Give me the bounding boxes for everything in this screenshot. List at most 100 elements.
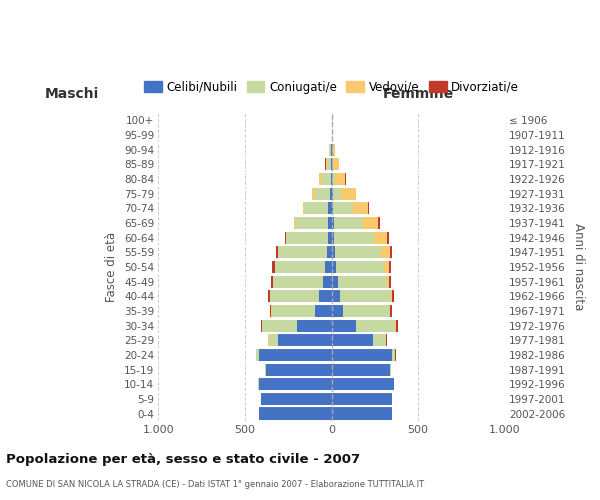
Bar xyxy=(329,144,332,156)
Bar xyxy=(332,393,392,405)
Bar xyxy=(332,378,394,390)
Bar xyxy=(327,158,332,170)
Bar xyxy=(274,276,332,287)
Bar xyxy=(325,261,332,273)
Bar xyxy=(273,276,332,287)
Bar xyxy=(332,202,369,214)
Bar xyxy=(332,320,398,332)
Bar xyxy=(332,261,384,273)
Bar xyxy=(331,173,332,185)
Bar xyxy=(332,232,387,243)
Bar xyxy=(332,408,392,420)
Y-axis label: Anni di nascita: Anni di nascita xyxy=(572,223,585,310)
Bar xyxy=(286,232,332,243)
Bar xyxy=(332,217,380,229)
Bar xyxy=(319,173,332,185)
Bar xyxy=(297,320,332,332)
Bar xyxy=(332,188,341,200)
Bar xyxy=(332,261,389,273)
Bar xyxy=(332,408,392,420)
Bar xyxy=(332,393,392,405)
Bar xyxy=(332,202,368,214)
Bar xyxy=(332,188,356,200)
Bar xyxy=(329,144,332,156)
Text: Popolazione per età, sesso e stato civile - 2007: Popolazione per età, sesso e stato civil… xyxy=(6,452,360,466)
Bar xyxy=(332,364,391,376)
Bar xyxy=(332,246,392,258)
Bar xyxy=(332,320,395,332)
Bar xyxy=(332,305,392,317)
Bar xyxy=(332,378,394,390)
Bar xyxy=(304,202,332,214)
Bar xyxy=(332,217,334,229)
Bar xyxy=(266,364,332,376)
Bar xyxy=(332,202,333,214)
Bar xyxy=(259,378,332,390)
Bar xyxy=(332,232,334,243)
Bar xyxy=(278,334,332,346)
Bar xyxy=(295,217,332,229)
Bar xyxy=(328,217,332,229)
Bar xyxy=(265,364,332,376)
Bar xyxy=(332,290,392,302)
Bar xyxy=(265,364,332,376)
Bar xyxy=(268,334,332,346)
Bar xyxy=(270,305,332,317)
Bar xyxy=(332,349,395,361)
Bar xyxy=(332,334,386,346)
Text: Maschi: Maschi xyxy=(44,86,99,101)
Bar xyxy=(332,173,346,185)
Bar xyxy=(260,393,332,405)
Bar xyxy=(332,290,340,302)
Bar xyxy=(285,232,332,243)
Bar xyxy=(276,246,332,258)
Bar xyxy=(269,290,332,302)
Bar xyxy=(332,261,391,273)
Bar xyxy=(295,217,332,229)
Bar xyxy=(332,261,336,273)
Bar xyxy=(278,246,332,258)
Bar xyxy=(268,290,332,302)
Bar xyxy=(260,393,332,405)
Bar xyxy=(332,173,345,185)
Bar xyxy=(259,408,332,420)
Bar xyxy=(322,173,332,185)
Bar xyxy=(256,349,332,361)
Bar xyxy=(332,144,335,156)
Bar xyxy=(332,276,391,287)
Bar xyxy=(332,393,392,405)
Bar xyxy=(312,188,332,200)
Bar xyxy=(332,334,373,346)
Bar xyxy=(332,334,386,346)
Legend: Celibi/Nubili, Coniugati/e, Vedovi/e, Divorziati/e: Celibi/Nubili, Coniugati/e, Vedovi/e, Di… xyxy=(139,76,524,98)
Bar xyxy=(332,158,339,170)
Bar xyxy=(332,305,391,317)
Bar xyxy=(332,246,381,258)
Bar xyxy=(265,364,332,376)
Bar xyxy=(332,349,395,361)
Bar xyxy=(319,173,332,185)
Bar xyxy=(332,364,391,376)
Bar xyxy=(332,188,356,200)
Bar xyxy=(319,290,332,302)
Bar xyxy=(332,144,335,156)
Bar xyxy=(332,232,389,243)
Bar xyxy=(332,349,395,361)
Bar xyxy=(315,188,332,200)
Bar xyxy=(330,188,332,200)
Bar xyxy=(332,217,363,229)
Bar xyxy=(268,334,332,346)
Bar xyxy=(260,393,332,405)
Bar xyxy=(332,364,391,376)
Bar xyxy=(323,276,332,287)
Bar xyxy=(332,305,390,317)
Bar xyxy=(328,232,332,243)
Bar xyxy=(259,408,332,420)
Bar xyxy=(270,290,332,302)
Bar xyxy=(327,246,332,258)
Bar xyxy=(278,246,332,258)
Bar xyxy=(303,202,332,214)
Bar xyxy=(332,173,335,185)
Bar xyxy=(332,246,389,258)
Bar xyxy=(259,408,332,420)
